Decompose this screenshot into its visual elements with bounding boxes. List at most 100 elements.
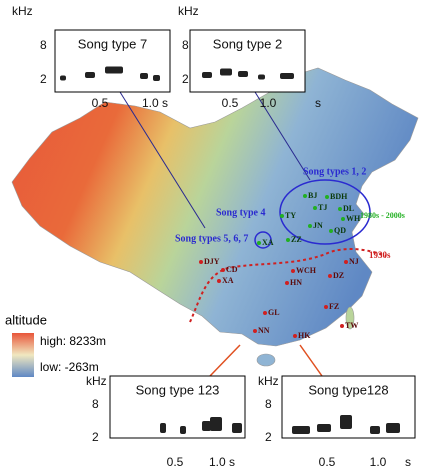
- site-label: TJ: [318, 203, 327, 212]
- syllable: [202, 72, 212, 78]
- site-dot: [286, 238, 290, 242]
- site-dot: [291, 269, 295, 273]
- y-unit: kHz: [178, 4, 199, 18]
- syllable: [238, 71, 248, 77]
- site-dot: [344, 260, 348, 264]
- x-tick-label: 0.5: [167, 455, 184, 469]
- region-label: Song types 5, 6, 7: [175, 233, 248, 244]
- y-unit: kHz: [86, 374, 107, 388]
- taiwan: [345, 306, 355, 330]
- spectrogram-inset: Song type 123 kHz 8 2 0.5 1.0 s: [86, 374, 246, 469]
- y-tick-label: 8: [182, 38, 189, 52]
- site-label: JN: [313, 221, 323, 230]
- site-label: DL: [343, 204, 354, 213]
- syllable: [140, 73, 148, 79]
- syllable: [160, 423, 166, 433]
- map: Song types 1, 2 Song type 4 Song types 5…: [11, 67, 419, 377]
- site-label: BDH: [330, 192, 348, 201]
- leader-line: [299, 344, 323, 377]
- y-tick-label: 8: [92, 397, 99, 411]
- syllable: [340, 415, 352, 429]
- syllable: [105, 66, 123, 74]
- site-label: NN: [258, 326, 270, 335]
- legend: altitude high: 8233m low: -263m: [5, 312, 106, 377]
- spectrogram-inset: Song type 7 kHz 8 2 0.5 1.0 s: [12, 4, 171, 110]
- y-tick-label: 2: [92, 430, 99, 444]
- syllable: [153, 75, 160, 81]
- site-dot: [338, 207, 342, 211]
- syllable: [258, 74, 265, 80]
- region-label: Song types 1, 2: [303, 166, 366, 177]
- y-tick-label: 2: [265, 430, 272, 444]
- site-label: ZZ: [291, 235, 302, 244]
- syllable: [85, 72, 95, 78]
- y-tick-label: 2: [182, 72, 189, 86]
- syllable: [280, 73, 294, 79]
- inset-title: Song type 7: [78, 36, 147, 51]
- syllable: [317, 424, 331, 432]
- x-tick-label: 0.5: [222, 96, 239, 110]
- region-label: Song type 4: [216, 207, 265, 218]
- legend-low: low: -263m: [40, 360, 99, 374]
- inset-frame: [54, 29, 171, 93]
- boundary-1930s: [189, 248, 387, 323]
- x-tick-label: 1.0 s: [142, 96, 168, 110]
- period-label: 1980s - 2000s: [360, 211, 405, 220]
- syllable: [232, 423, 242, 433]
- syllable: [60, 75, 66, 81]
- site-dot: [199, 260, 203, 264]
- site-dot: [308, 224, 312, 228]
- site-label: NJ: [349, 257, 359, 266]
- x-tick-label: 0.5: [92, 96, 109, 110]
- site-label: TY: [285, 211, 296, 220]
- site-dot: [328, 274, 332, 278]
- inset-title: Song type 123: [136, 382, 220, 397]
- site-label: DZ: [333, 271, 344, 280]
- site-dot: [280, 214, 284, 218]
- leader-line: [209, 344, 241, 377]
- region-ellipse: [279, 179, 371, 245]
- china-outline: [11, 67, 419, 347]
- inset-frame: [109, 375, 246, 439]
- site-dot: [329, 229, 333, 233]
- y-tick-label: 8: [265, 397, 272, 411]
- site-label: WH: [346, 214, 361, 223]
- syllable: [210, 417, 222, 431]
- x-tick-label: s: [405, 455, 411, 469]
- site-dot: [263, 311, 267, 315]
- y-unit: kHz: [12, 4, 33, 18]
- x-tick-label: 0.5: [319, 455, 336, 469]
- x-tick-label: 1.0: [370, 455, 387, 469]
- site-label: HK: [298, 331, 311, 340]
- syllable: [386, 423, 400, 433]
- site-label: QD: [334, 226, 346, 235]
- site-dot: [285, 281, 289, 285]
- site-dot: [325, 195, 329, 199]
- site-dot: [221, 268, 225, 272]
- site-dot: [253, 329, 257, 333]
- region-circle: [254, 231, 272, 249]
- syllable: [202, 421, 211, 431]
- site-label: WCH: [296, 266, 317, 275]
- syllable: [180, 426, 186, 434]
- syllable: [292, 426, 310, 434]
- x-tick-label: 1.0 s: [209, 455, 235, 469]
- inset-title: Song type128: [308, 382, 388, 397]
- site-label: XA: [222, 276, 234, 285]
- site-label: BJ: [308, 191, 317, 200]
- period-label: 1930s: [369, 250, 391, 260]
- y-tick-label: 8: [40, 38, 47, 52]
- site-label: FZ: [329, 302, 339, 311]
- spectrogram-inset: Song type 2 kHz 8 2 0.5 1.0 s: [178, 4, 321, 110]
- site-label: DJY: [204, 257, 220, 266]
- legend-ramp: [12, 333, 34, 377]
- site-label: CD: [226, 265, 238, 274]
- y-unit: kHz: [258, 374, 279, 388]
- syllable: [220, 68, 232, 76]
- site-label: TW: [345, 321, 358, 330]
- x-tick-label: 1.0: [260, 96, 277, 110]
- site-dot: [217, 279, 221, 283]
- site-dot: [341, 217, 345, 221]
- site-dot: [313, 206, 317, 210]
